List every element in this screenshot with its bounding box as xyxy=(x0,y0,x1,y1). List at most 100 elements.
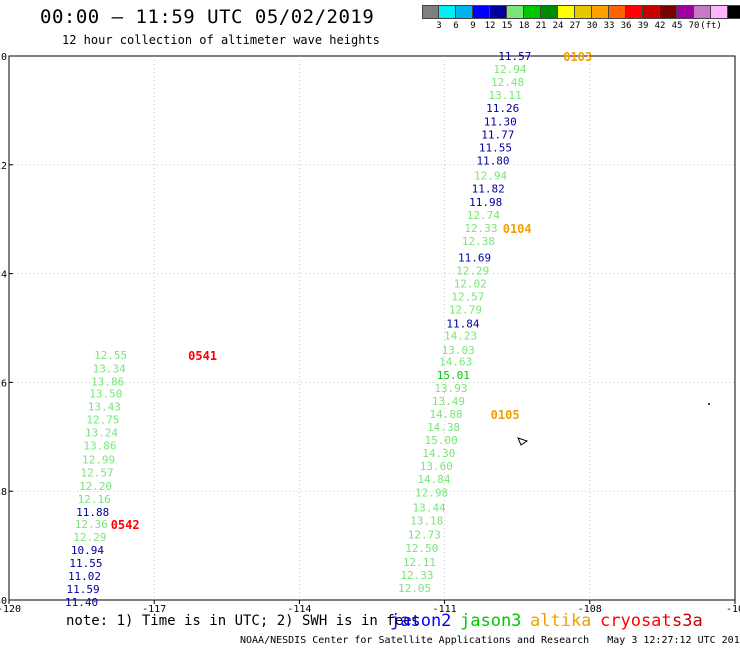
footer-credit: NOAA/NESDIS Center for Satellite Applica… xyxy=(240,635,590,646)
wave-height-label: 12.05 xyxy=(398,582,431,595)
pass-time-label: 0105 xyxy=(491,408,520,422)
wave-height-label: 12.73 xyxy=(408,529,441,542)
lat-tick-label: -22 xyxy=(0,161,7,172)
wave-height-label: 14.84 xyxy=(417,473,450,486)
colorbar xyxy=(422,5,740,19)
colorbar-swatch xyxy=(439,5,456,19)
wave-height-label: 12.57 xyxy=(451,290,484,303)
colorbar-labels: 3 6 9 12 15 18 21 24 27 30 33 36 39 42 45 70 (ft) xyxy=(422,21,740,35)
colorbar-label: 15 xyxy=(501,21,513,31)
pass-time-label: 0103 xyxy=(563,50,592,64)
lat-tick-label: -30 xyxy=(0,596,7,607)
wave-height-label: 13.03 xyxy=(442,344,475,357)
wave-height-label: 11.26 xyxy=(486,102,519,115)
colorbar-label: 3 xyxy=(436,21,442,31)
wave-height-label: 14.38 xyxy=(427,421,460,434)
chart-title: 00:00 – 11:59 UTC 05/02/2019 xyxy=(40,6,375,28)
island-dot xyxy=(708,403,710,405)
wave-height-label: 11.82 xyxy=(472,183,505,196)
wave-height-label: 10.94 xyxy=(71,544,104,557)
colorbar-swatch xyxy=(456,5,473,19)
colorbar-swatch xyxy=(694,5,711,19)
wave-height-label: 11.88 xyxy=(76,506,109,519)
colorbar-swatch xyxy=(558,5,575,19)
wave-height-label: 11.02 xyxy=(68,570,101,583)
wave-height-label: 13.34 xyxy=(93,362,126,375)
legend-jason2: jason2 xyxy=(390,611,452,631)
lon-tick-label: -120 xyxy=(0,604,21,615)
colorbar-swatch xyxy=(711,5,728,19)
pass-time-label: 0541 xyxy=(188,349,217,363)
colorbar-swatch xyxy=(677,5,694,19)
wave-height-label: 12.50 xyxy=(405,542,438,555)
wave-height-label: 12.11 xyxy=(403,556,436,569)
colorbar-label: 9 xyxy=(470,21,476,31)
colorbar-swatch xyxy=(490,5,507,19)
wave-height-label: 13.86 xyxy=(83,440,116,453)
colorbar-label: 27 xyxy=(569,21,581,31)
wave-height-label: 12.29 xyxy=(73,531,106,544)
colorbar-label: 18 xyxy=(518,21,530,31)
colorbar-label: 6 xyxy=(453,21,459,31)
wave-height-label: 14.63 xyxy=(439,356,472,369)
wave-height-label: 14.88 xyxy=(429,408,462,421)
colorbar-swatch xyxy=(626,5,643,19)
wave-height-label: 12.74 xyxy=(467,209,500,222)
footer: NOAA/NESDIS Center for Satellite Applica… xyxy=(240,635,740,646)
wave-height-label: 12.48 xyxy=(491,76,524,89)
wave-height-label: 11.80 xyxy=(476,154,509,167)
colorbar-label: 45 xyxy=(671,21,683,31)
colorbar-swatch xyxy=(507,5,524,19)
colorbar-label: 42 xyxy=(654,21,666,31)
legend-s3a: s3a xyxy=(672,611,703,631)
legend-cryosat: cryosat xyxy=(600,611,672,631)
colorbar-swatch xyxy=(592,5,609,19)
wave-height-label: 12.94 xyxy=(493,63,526,76)
wave-height-label: 13.44 xyxy=(413,502,446,515)
wave-height-label: 13.50 xyxy=(89,387,122,400)
pass-time-label: 0542 xyxy=(111,518,140,532)
wave-height-label: 13.11 xyxy=(489,89,522,102)
wave-height-label: 13.24 xyxy=(85,426,118,439)
wave-height-label: 12.38 xyxy=(462,235,495,248)
colorbar-swatch xyxy=(728,5,740,19)
colorbar-swatch xyxy=(660,5,677,19)
chart-subtitle: 12 hour collection of altimeter wave hei… xyxy=(62,33,380,47)
wave-height-label: 11.30 xyxy=(484,115,517,128)
legend-altika: altika xyxy=(530,611,592,631)
colorbar-swatch xyxy=(541,5,558,19)
colorbar-swatch xyxy=(609,5,626,19)
lon-tick-label: -114 xyxy=(287,604,311,615)
wave-height-label: 12.33 xyxy=(400,569,433,582)
wave-height-label: 12.20 xyxy=(79,480,112,493)
lon-tick-label: -108 xyxy=(578,604,602,615)
wave-height-label: 12.57 xyxy=(81,467,114,480)
wave-height-label: 13.86 xyxy=(91,375,124,388)
colorbar-label: 36 xyxy=(620,21,632,31)
wave-height-label: 13.18 xyxy=(410,515,443,528)
wave-height-label: 11.55 xyxy=(69,557,102,570)
wave-height-label: 12.55 xyxy=(94,349,127,362)
lat-tick-label: -28 xyxy=(0,487,7,498)
lat-tick-label: -26 xyxy=(0,378,7,389)
wave-height-label: 12.16 xyxy=(78,493,111,506)
wave-height-label: 11.77 xyxy=(481,128,514,141)
wave-height-label: 13.93 xyxy=(434,382,467,395)
wave-height-label: 13.49 xyxy=(432,395,465,408)
wave-height-label: 12.98 xyxy=(415,486,448,499)
lon-tick-label: -111 xyxy=(433,604,457,615)
footer-timestamp: May 3 12:27:12 UTC 2019 xyxy=(607,635,740,646)
lat-tick-label: -24 xyxy=(0,270,7,281)
lon-tick-label: -10 xyxy=(726,604,740,615)
colorbar-label: 30 xyxy=(586,21,598,31)
colorbar-label: 39 xyxy=(637,21,649,31)
wave-height-label: 11.40 xyxy=(65,596,98,609)
lon-tick-label: -117 xyxy=(142,604,166,615)
wave-height-label: 11.57 xyxy=(498,50,531,63)
wave-height-label: 11.98 xyxy=(469,196,502,209)
wave-height-label: 12.99 xyxy=(82,454,115,467)
wave-height-label: 12.36 xyxy=(75,518,108,531)
colorbar-label: 12 xyxy=(484,21,496,31)
wave-height-label: 11.59 xyxy=(66,583,99,596)
colorbar-swatch xyxy=(524,5,541,19)
